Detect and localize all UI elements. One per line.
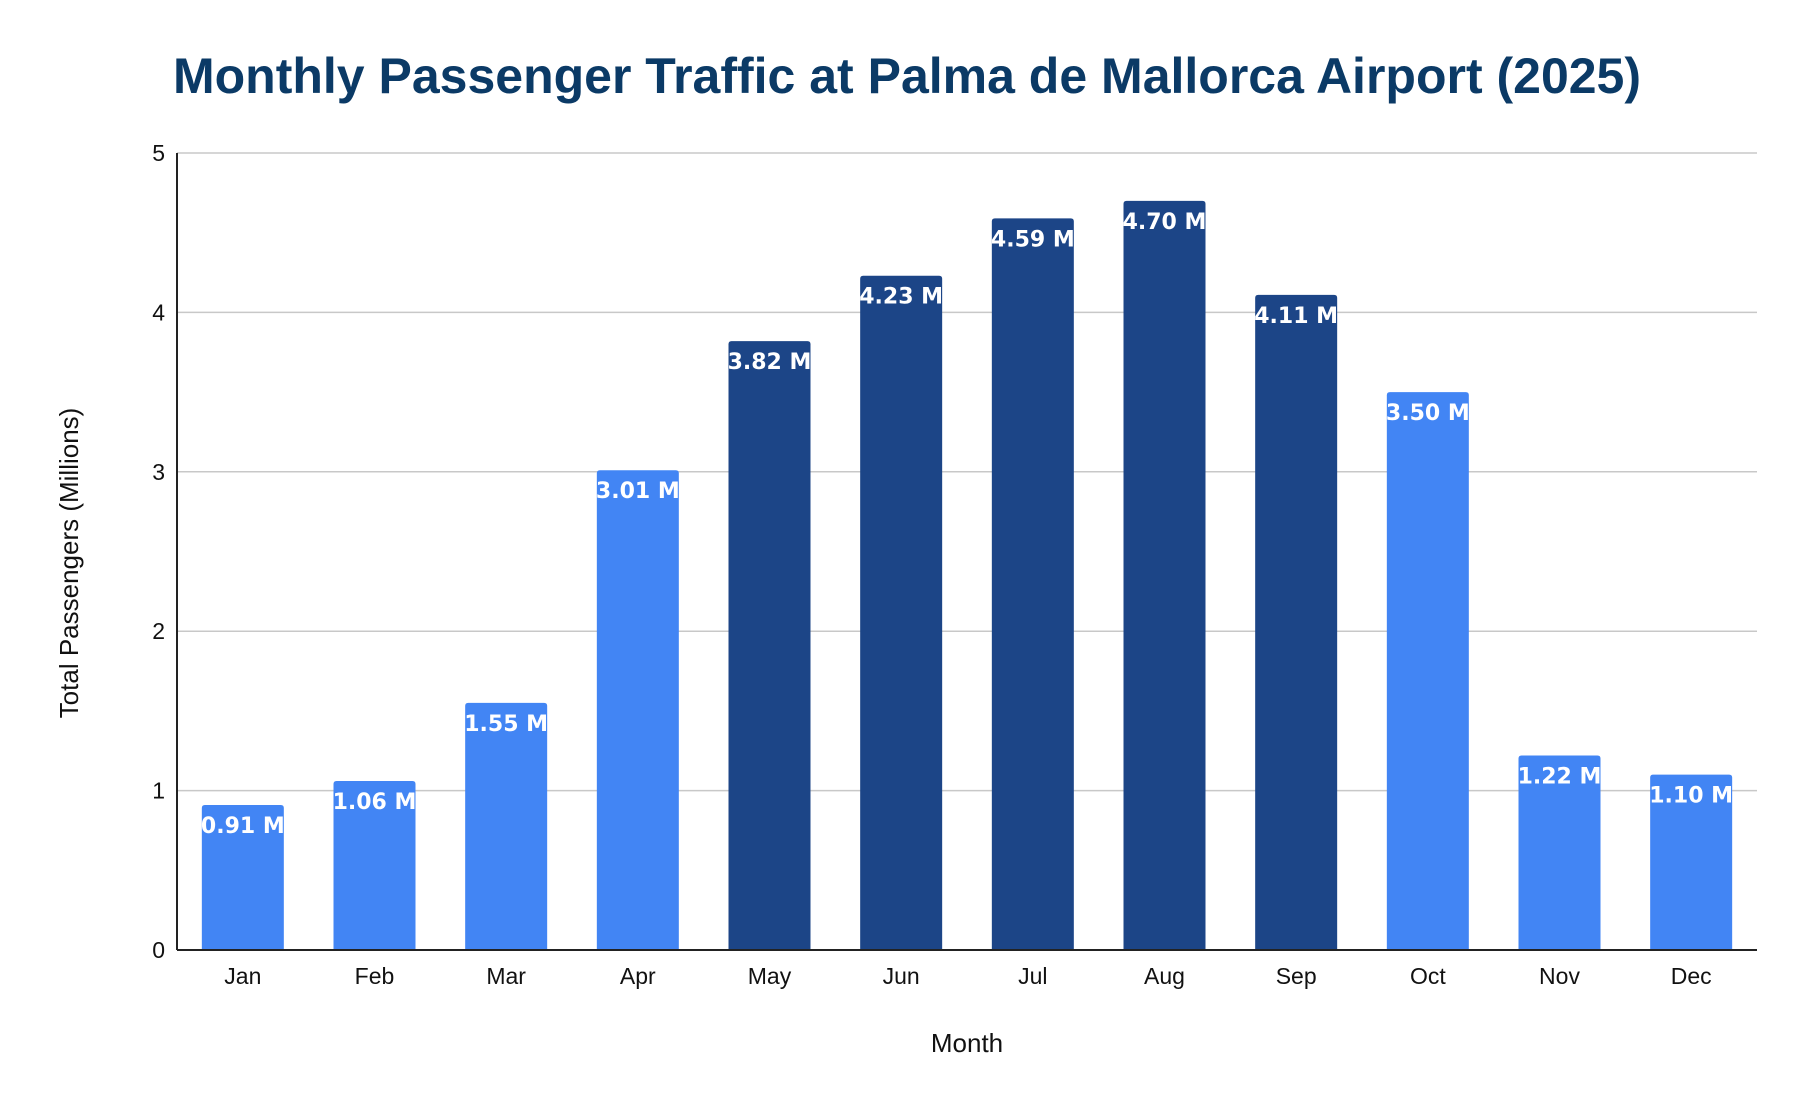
data-label-feb: 1.06 M xyxy=(333,790,417,815)
x-tick-label: Feb xyxy=(355,963,395,989)
x-tick-label: Aug xyxy=(1144,963,1185,989)
data-label-jun: 4.23 M xyxy=(859,285,943,310)
data-label-nov: 1.22 M xyxy=(1518,765,1602,790)
x-tick-label: Oct xyxy=(1410,963,1446,989)
x-tick-label: Sep xyxy=(1276,963,1317,989)
y-axis-ticks: 0 1 2 3 4 5 xyxy=(152,140,165,963)
x-tick-label: Jun xyxy=(883,963,920,989)
data-label-sep: 4.11 M xyxy=(1254,304,1338,329)
y-tick-label: 4 xyxy=(152,299,165,325)
data-label-oct: 3.50 M xyxy=(1386,401,1470,426)
data-label-apr: 3.01 M xyxy=(596,479,680,504)
bar-may xyxy=(728,341,811,950)
x-tick-label: Apr xyxy=(620,963,656,989)
bar-mar xyxy=(465,702,548,950)
bar-aug xyxy=(1123,200,1206,950)
data-label-jan: 0.91 M xyxy=(201,814,285,839)
x-tick-label: Dec xyxy=(1671,963,1712,989)
bar-jul xyxy=(991,218,1074,950)
x-axis-ticks: Jan Feb Mar Apr May Jun Jul Aug Sep Oct Nov Dec xyxy=(224,963,1711,989)
bar-jan xyxy=(201,804,284,950)
y-tick-label: 1 xyxy=(152,778,165,804)
bar-oct xyxy=(1386,392,1469,951)
bar-nov xyxy=(1518,755,1601,950)
x-axis-title: Month xyxy=(931,1028,1003,1058)
bar-feb xyxy=(333,781,416,950)
data-labels: 0.91 M 1.06 M 1.55 M 3.01 M 3.82 M 4.23 M 4.59… xyxy=(201,210,1733,839)
x-tick-label: Jul xyxy=(1018,963,1047,989)
data-label-dec: 1.10 M xyxy=(1649,784,1733,809)
data-label-may: 3.82 M xyxy=(728,350,812,375)
bar-jun xyxy=(860,275,943,950)
data-label-jul: 4.59 M xyxy=(991,227,1075,252)
bar-dec xyxy=(1650,774,1733,950)
data-label-aug: 4.70 M xyxy=(1123,210,1207,235)
bars xyxy=(201,200,1733,951)
y-tick-label: 0 xyxy=(152,937,165,963)
y-tick-label: 3 xyxy=(152,459,165,485)
x-tick-label: Nov xyxy=(1539,963,1580,989)
x-tick-label: Mar xyxy=(486,963,526,989)
x-tick-label: May xyxy=(748,963,792,989)
bar-sep xyxy=(1255,294,1338,951)
x-tick-label: Jan xyxy=(224,963,261,989)
y-tick-label: 2 xyxy=(152,618,165,644)
data-label-mar: 1.55 M xyxy=(464,712,548,737)
chart-title: Monthly Passenger Traffic at Palma de Ma… xyxy=(173,48,1641,104)
y-axis-title: Total Passengers (Millions) xyxy=(54,408,84,719)
y-tick-label: 5 xyxy=(152,140,165,166)
bar-apr xyxy=(596,470,679,950)
gridlines xyxy=(177,152,1757,792)
